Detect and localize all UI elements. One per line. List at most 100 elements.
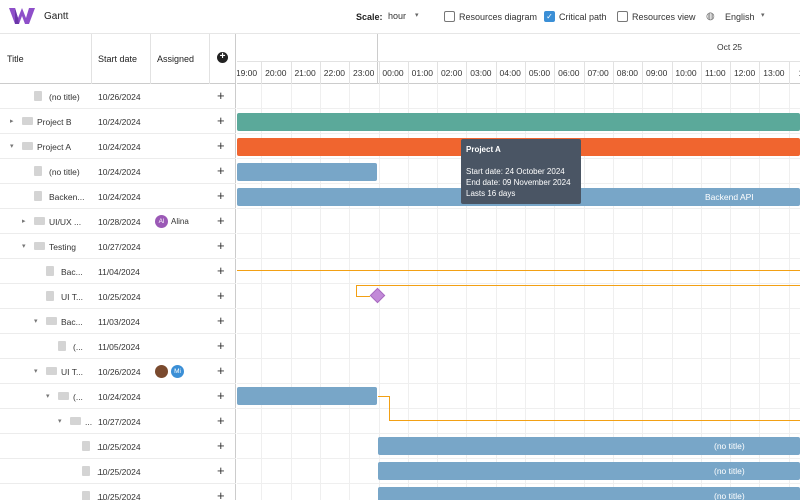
table-row[interactable]: Backen... 10/24/2024 + [0, 184, 236, 209]
file-icon [82, 466, 90, 476]
task-title: UI T... [61, 292, 84, 302]
task-start-date: 10/24/2024 [98, 192, 141, 202]
table-row[interactable]: (... 11/05/2024 + [0, 334, 236, 359]
task-bar[interactable] [237, 163, 377, 181]
timeline-chart: Oct 25 19:00 20:00 21:00 22:00 23:00 00:00 01:… [237, 34, 800, 500]
resources-view-checkbox[interactable] [617, 11, 628, 22]
table-row[interactable]: ... 10/25/2024 + [0, 434, 236, 459]
table-row[interactable]: ... 10/25/2024 + [0, 484, 236, 500]
column-assigned[interactable]: Assigned [157, 54, 195, 64]
add-subtask-button[interactable]: + [217, 413, 225, 428]
table-row[interactable]: (no title) 10/24/2024 + [0, 159, 236, 184]
critical-path-link [389, 420, 800, 421]
chevron-down-icon[interactable]: ▾ [415, 12, 419, 19]
folder-icon [22, 142, 33, 150]
task-title: ... [97, 442, 105, 452]
table-row[interactable]: ▾ (... 10/24/2024 + [0, 384, 236, 409]
tooltip-title: Project A [466, 145, 501, 154]
critical-path-label[interactable]: Critical path [559, 12, 607, 22]
task-start-date: 10/26/2024 [98, 92, 141, 102]
scale-select[interactable]: hour [388, 11, 407, 21]
folder-icon [70, 417, 81, 425]
table-row[interactable]: ▾ UI T... 10/26/2024 Mi + [0, 359, 236, 384]
add-subtask-button[interactable]: + [217, 488, 225, 500]
resources-view-label[interactable]: Resources view [632, 12, 696, 22]
table-row[interactable]: (no title) 10/26/2024 + [0, 84, 236, 109]
chevron-right-icon[interactable]: ▸ [22, 218, 26, 225]
task-title: ... [97, 492, 105, 500]
hour-label: 09:00 [646, 68, 668, 78]
file-icon [46, 291, 54, 301]
add-subtask-button[interactable]: + [217, 288, 225, 303]
table-row[interactable]: ▾ Project A 10/24/2024 + [0, 134, 236, 159]
critical-path-checkbox[interactable]: ✓ [544, 11, 555, 22]
chevron-down-icon[interactable]: ▾ [34, 318, 38, 325]
task-start-date: 10/24/2024 [98, 142, 141, 152]
chevron-right-icon[interactable]: ▸ [10, 118, 14, 125]
date-label: Oct 25 [717, 42, 743, 52]
file-icon [34, 91, 42, 101]
task-title: UI T... [61, 367, 84, 377]
bar-label: (no title) [714, 466, 745, 476]
task-bar[interactable]: (no title) [378, 437, 800, 455]
app-title: Gantt [44, 11, 69, 22]
add-subtask-button[interactable]: + [217, 338, 225, 353]
add-subtask-button[interactable]: + [217, 113, 225, 128]
folder-icon [46, 317, 57, 325]
hour-label: 11:00 [704, 68, 726, 78]
hour-label: 20:00 [265, 68, 287, 78]
add-subtask-button[interactable]: + [217, 213, 225, 228]
folder-icon [34, 242, 45, 250]
chevron-down-icon[interactable]: ▾ [10, 143, 14, 150]
hour-label: 06:00 [558, 68, 580, 78]
add-subtask-button[interactable]: + [217, 388, 225, 403]
folder-icon [46, 367, 57, 375]
task-bar[interactable]: (no title) [378, 487, 800, 500]
milestone-diamond[interactable] [369, 287, 386, 304]
table-row[interactable]: ▸ Project B 10/24/2024 + [0, 109, 236, 134]
app-logo-icon [9, 8, 35, 24]
table-row[interactable]: Bac... 11/04/2024 + [0, 259, 236, 284]
project-b-bar[interactable] [237, 113, 800, 131]
hour-label: 02:00 [440, 68, 463, 78]
table-row[interactable]: UI T... 10/25/2024 + [0, 284, 236, 309]
resources-diagram-checkbox[interactable] [444, 11, 455, 22]
globe-icon: ◍ [706, 11, 715, 22]
chevron-down-icon[interactable]: ▾ [22, 243, 26, 250]
add-subtask-button[interactable]: + [217, 438, 225, 453]
hour-label: 08:00 [616, 68, 639, 78]
task-bar[interactable]: (no title) [378, 462, 800, 480]
hour-label: 03:00 [470, 68, 492, 78]
language-select[interactable]: English [725, 12, 755, 22]
add-subtask-button[interactable]: + [217, 238, 225, 253]
add-subtask-button[interactable]: + [217, 188, 225, 203]
file-icon [34, 191, 42, 201]
add-task-button[interactable]: + [217, 52, 228, 63]
task-start-date: 10/25/2024 [98, 442, 141, 452]
scale-label: Scale: [356, 12, 383, 22]
table-row[interactable]: ▾... 10/27/2024 + [0, 409, 236, 434]
add-subtask-button[interactable]: + [217, 163, 225, 178]
folder-icon [22, 117, 33, 125]
task-title: Project B [37, 117, 72, 127]
column-title[interactable]: Title [7, 54, 24, 64]
add-subtask-button[interactable]: + [217, 138, 225, 153]
add-subtask-button[interactable]: + [217, 463, 225, 478]
resources-diagram-label[interactable]: Resources diagram [459, 12, 538, 22]
add-subtask-button[interactable]: + [217, 363, 225, 378]
column-start-date[interactable]: Start date [98, 54, 138, 64]
chevron-down-icon[interactable]: ▾ [761, 12, 765, 19]
hour-scale: 19:00 20:00 21:00 22:00 23:00 00:00 01:00 02:00… [237, 61, 800, 85]
table-row[interactable]: ▾ Testing 10/27/2024 + [0, 234, 236, 259]
chevron-down-icon[interactable]: ▾ [58, 418, 62, 425]
add-subtask-button[interactable]: + [217, 263, 225, 278]
add-subtask-button[interactable]: + [217, 88, 225, 103]
table-row[interactable]: ▾ Bac... 11/03/2024 + [0, 309, 236, 334]
table-row[interactable]: ... 10/25/2024 + [0, 459, 236, 484]
table-row[interactable]: ▸ UI/UX ... 10/28/2024 Al Alina + [0, 209, 236, 234]
task-start-date: 10/24/2024 [98, 167, 141, 177]
chevron-down-icon[interactable]: ▾ [46, 393, 50, 400]
chevron-down-icon[interactable]: ▾ [34, 368, 38, 375]
add-subtask-button[interactable]: + [217, 313, 225, 328]
task-bar[interactable] [237, 387, 377, 405]
